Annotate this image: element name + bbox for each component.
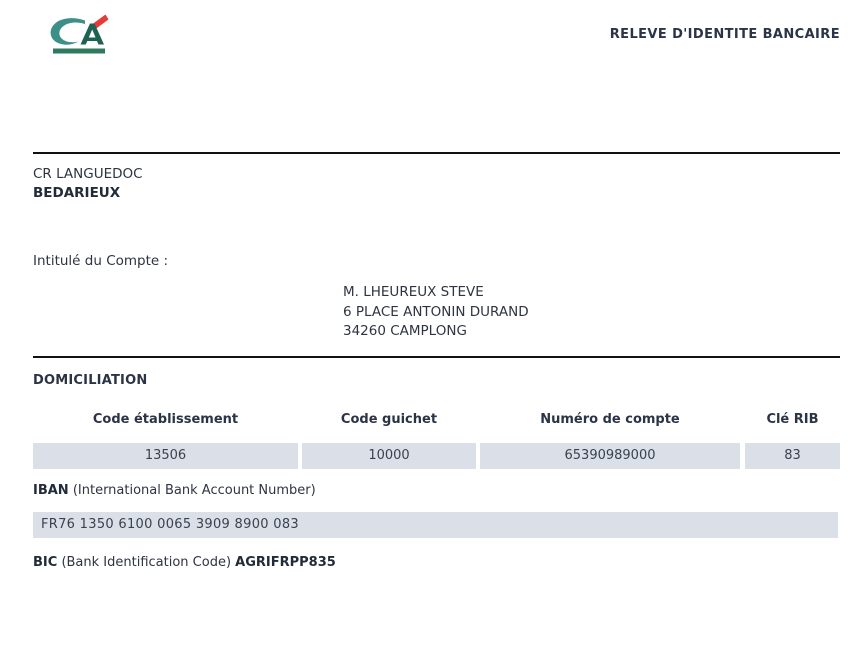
iban-value: FR76 1350 6100 0065 3909 8900 083	[41, 517, 299, 532]
cell-code-etablissement: 13506	[33, 443, 298, 469]
cell-numero-de-compte: 65390989000	[480, 443, 740, 469]
holder-line-street: 6 PLACE ANTONIN DURAND	[343, 303, 529, 320]
domiciliation-heading: DOMICILIATION	[33, 373, 148, 388]
column-header-cle-rib: Clé RIB	[766, 412, 819, 427]
branch-city: BEDARIEUX	[33, 185, 121, 201]
divider-middle	[33, 356, 840, 358]
column-header-code-guichet: Code guichet	[340, 412, 438, 427]
rib-table-header: Code établissement Code guichet Numéro d…	[33, 412, 840, 432]
account-title-label: Intitulé du Compte :	[33, 253, 169, 269]
iban-value-bar: FR76 1350 6100 0065 3909 8900 083	[33, 512, 838, 538]
document-header: RELEVE D'IDENTITE BANCAIRE	[33, 0, 840, 120]
cell-cle-rib: 83	[745, 443, 840, 469]
iban-label: IBAN (International Bank Account Number)	[33, 483, 316, 498]
account-holder-address: M. LHEUREUX STEVE 6 PLACE ANTONIN DURAND…	[343, 283, 529, 342]
page-title: RELEVE D'IDENTITE BANCAIRE	[609, 27, 840, 42]
column-header-code-etablissement: Code établissement	[92, 412, 239, 427]
credit-agricole-logo-icon	[47, 12, 113, 60]
column-header-numero-de-compte: Numéro de compte	[540, 412, 680, 427]
holder-line-name: M. LHEUREUX STEVE	[343, 284, 484, 300]
bic-value: AGRIFRPP835	[235, 555, 336, 570]
bic-code-label: BIC	[33, 555, 58, 570]
bic-line: BIC (Bank Identification Code) AGRIFRPP8…	[33, 555, 336, 570]
branch-bank-name: CR LANGUEDOC	[33, 166, 143, 182]
bic-description: (Bank Identification Code)	[61, 555, 232, 570]
branch-block: CR LANGUEDOC BEDARIEUX	[33, 165, 143, 203]
divider-top	[33, 152, 840, 154]
rib-table-row: 13506 10000 65390989000 83	[33, 443, 840, 469]
iban-description: (International Bank Account Number)	[72, 483, 316, 498]
holder-line-city: 34260 CAMPLONG	[343, 323, 467, 339]
iban-code-label: IBAN	[33, 483, 69, 498]
cell-code-guichet: 10000	[302, 443, 476, 469]
